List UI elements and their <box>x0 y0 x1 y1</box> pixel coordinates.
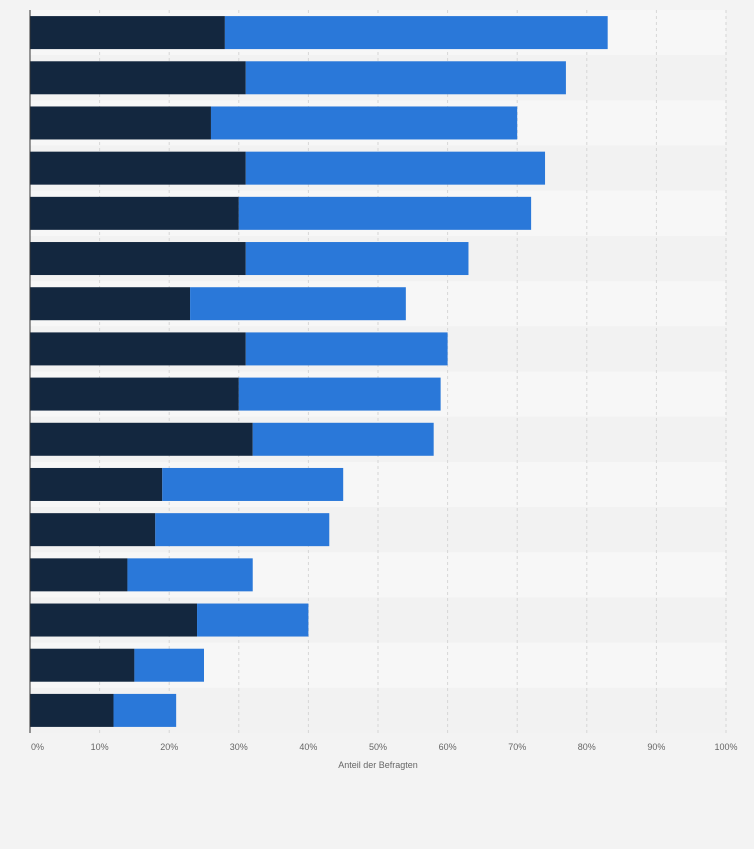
x-tick-label: 30% <box>230 742 248 752</box>
bar-segment-series-2 <box>238 196 532 230</box>
bar-segment-series-2 <box>252 422 434 456</box>
x-tick-label: 70% <box>508 742 526 752</box>
x-tick-label: 90% <box>647 742 665 752</box>
bar-segment-series-1 <box>30 332 246 366</box>
bar-segment-series-2 <box>245 332 448 366</box>
bar-segment-series-2 <box>162 467 344 501</box>
x-axis-title: Anteil der Befragten <box>338 760 418 770</box>
bar-segment-series-2 <box>224 16 608 50</box>
bar-segment-series-2 <box>245 151 546 185</box>
x-tick-label: 0% <box>31 742 44 752</box>
bar-segment-series-1 <box>30 151 246 185</box>
x-tick-label: 20% <box>160 742 178 752</box>
bar-segment-series-1 <box>30 377 239 411</box>
bar-segment-series-1 <box>30 422 253 456</box>
x-tick-label: 60% <box>439 742 457 752</box>
bar-segment-series-2 <box>210 106 518 140</box>
x-tick-label: 80% <box>578 742 596 752</box>
bar-segment-series-1 <box>30 196 239 230</box>
bar-segment-series-1 <box>30 287 191 321</box>
bar-segment-series-2 <box>197 603 309 637</box>
bar-segment-series-2 <box>238 377 441 411</box>
bar-segment-series-1 <box>30 693 114 727</box>
bar-segment-series-1 <box>30 513 156 547</box>
bar-segment-series-2 <box>155 513 330 547</box>
x-tick-label: 50% <box>369 742 387 752</box>
x-tick-label: 100% <box>714 742 737 752</box>
bar-segment-series-1 <box>30 61 246 95</box>
bars <box>30 16 608 727</box>
bar-segment-series-2 <box>190 287 406 321</box>
x-tick-labels: 0% 10% 20% 30% 40% 50% 60% 70% 80% 90% 100% <box>31 742 738 752</box>
bar-segment-series-1 <box>30 242 246 276</box>
bar-segment-series-1 <box>30 558 128 592</box>
bar-segment-series-2 <box>113 693 177 727</box>
bar-segment-series-2 <box>134 648 204 682</box>
x-tick-label: 40% <box>299 742 317 752</box>
bar-segment-series-1 <box>30 603 198 637</box>
bar-segment-series-2 <box>245 61 566 95</box>
bar-segment-series-1 <box>30 648 135 682</box>
bar-segment-series-2 <box>127 558 253 592</box>
bar-segment-series-1 <box>30 16 225 50</box>
bar-segment-series-1 <box>30 106 211 140</box>
bar-segment-series-1 <box>30 467 163 501</box>
bar-segment-series-2 <box>245 242 469 276</box>
x-tick-label: 10% <box>91 742 109 752</box>
